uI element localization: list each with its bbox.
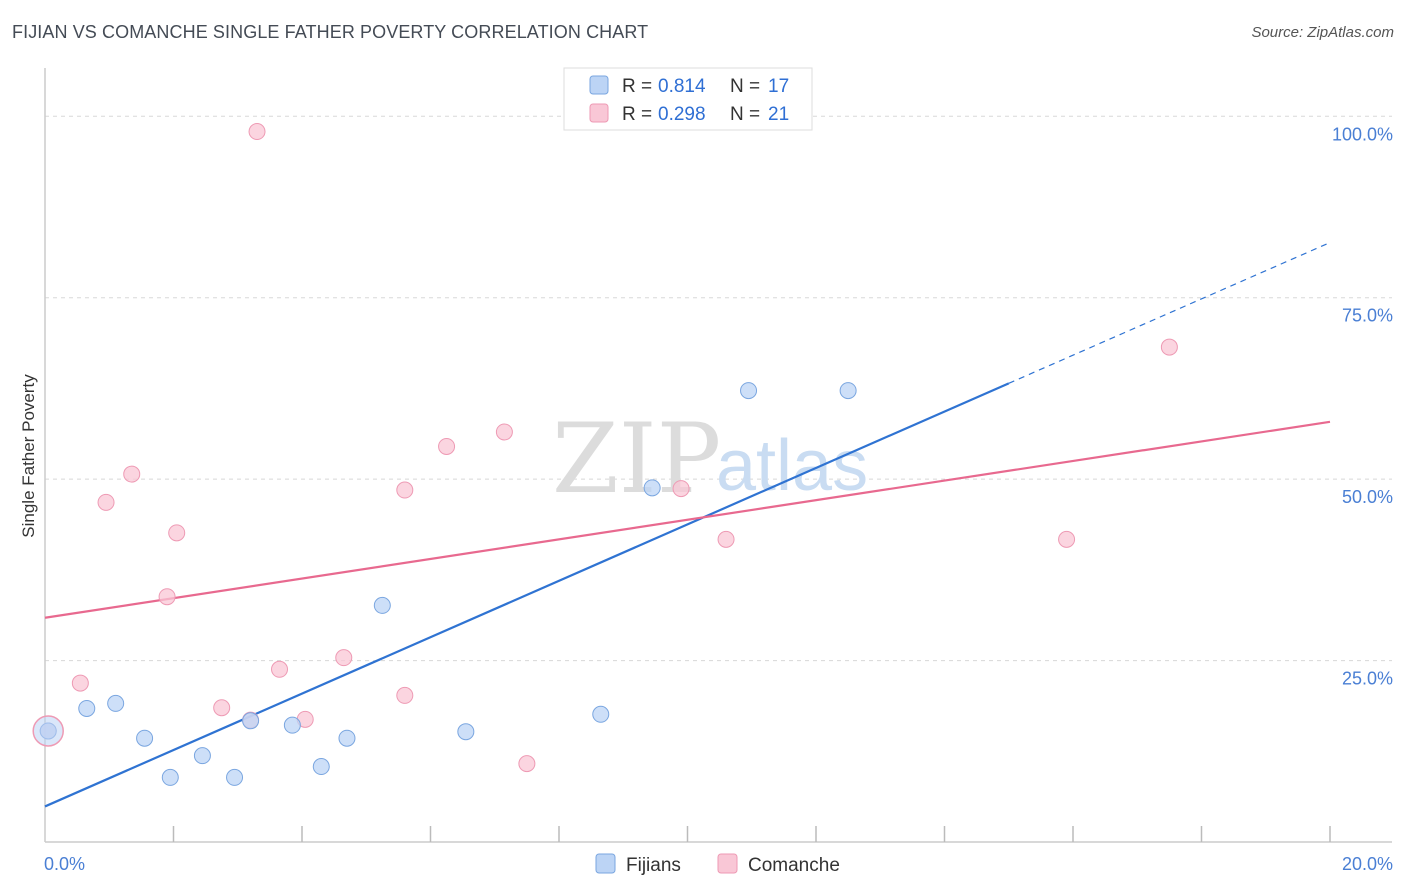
source-label: Source: ZipAtlas.com <box>1251 24 1394 41</box>
chart-title: FIJIAN VS COMANCHE SINGLE FATHER POVERTY… <box>12 22 649 42</box>
point-fijians <box>226 768 244 786</box>
point-fijians <box>78 699 96 717</box>
point-comanche <box>1058 530 1076 548</box>
point-fijians <box>839 382 857 400</box>
x-tick-label: 0.0% <box>44 854 85 874</box>
point-comanche <box>123 465 141 483</box>
point-fijians <box>592 705 610 723</box>
point-comanche <box>271 660 289 678</box>
point-comanche <box>518 755 536 773</box>
point-comanche <box>438 437 456 455</box>
point-comanche <box>97 493 115 511</box>
legend[interactable]: R = 0.814 N = 17 R = 0.298 N = 21 <box>563 67 813 131</box>
point-fijians <box>193 747 211 765</box>
point-comanche <box>213 699 231 717</box>
y-tick-labels: 25.0% 50.0% 75.0% 100.0% <box>1332 124 1393 688</box>
point-comanche <box>71 674 89 692</box>
point-fijians <box>373 596 391 614</box>
point-comanche <box>396 481 414 499</box>
bottom-legend-fijians: Fijians <box>626 855 681 876</box>
point-fijians <box>338 729 356 747</box>
bottom-legend-swatch-comanche <box>717 853 738 874</box>
point-fijians <box>161 768 179 786</box>
y-tick-label: 25.0% <box>1342 669 1393 689</box>
point-fijians <box>643 479 661 497</box>
point-comanche <box>717 530 735 548</box>
y-tick-label: 50.0% <box>1342 487 1393 507</box>
x-tick-label: 20.0% <box>1342 854 1393 874</box>
legend-r-label-1: R = <box>622 76 652 97</box>
axes <box>44 68 1392 843</box>
bottom-legend-swatch-fijians <box>595 853 616 874</box>
data-points <box>32 123 1178 786</box>
legend-swatch-fijians <box>589 75 609 95</box>
watermark-zip: ZIP <box>552 403 721 515</box>
point-fijians <box>740 382 758 400</box>
point-fijians <box>107 694 125 712</box>
point-comanche <box>335 649 353 667</box>
watermark-atlas: atlas <box>716 426 868 506</box>
legend-r-value-2: 0.298 <box>658 104 706 125</box>
point-comanche <box>495 423 513 441</box>
point-fijians <box>457 723 475 741</box>
legend-n-label-1: N = <box>730 76 760 97</box>
point-overlap-large <box>32 715 64 747</box>
point-fijians <box>242 712 260 730</box>
legend-r-label-2: R = <box>622 104 652 125</box>
grid-lines <box>45 115 1392 662</box>
point-comanche <box>158 588 176 606</box>
point-comanche <box>248 123 266 141</box>
point-fijians <box>136 729 154 747</box>
y-axis-label: Single Father Poverty <box>19 374 38 538</box>
legend-n-label-2: N = <box>730 104 760 125</box>
point-comanche <box>168 524 186 542</box>
trend-lines <box>44 242 1331 808</box>
y-tick-label: 100.0% <box>1332 124 1393 144</box>
legend-n-value-1: 17 <box>768 76 789 97</box>
legend-swatch-comanche <box>589 103 609 123</box>
watermark: ZIP atlas <box>552 403 868 515</box>
legend-n-value-2: 21 <box>768 104 789 125</box>
x-tick-labels: 0.0% 20.0% <box>44 854 1393 874</box>
point-comanche <box>396 686 414 704</box>
bottom-legend-comanche: Comanche <box>748 855 840 876</box>
point-fijians <box>283 716 301 734</box>
point-comanche <box>672 480 690 498</box>
trend-line-comanche <box>44 420 1331 619</box>
point-comanche <box>1160 338 1178 356</box>
legend-r-value-1: 0.814 <box>658 76 706 97</box>
trend-line-fijians <box>44 382 1010 808</box>
y-tick-label: 75.0% <box>1342 306 1393 326</box>
bottom-legend[interactable]: Fijians Comanche <box>595 853 840 876</box>
trend-line-fijians-extension <box>1008 242 1331 384</box>
point-fijians <box>312 758 330 776</box>
